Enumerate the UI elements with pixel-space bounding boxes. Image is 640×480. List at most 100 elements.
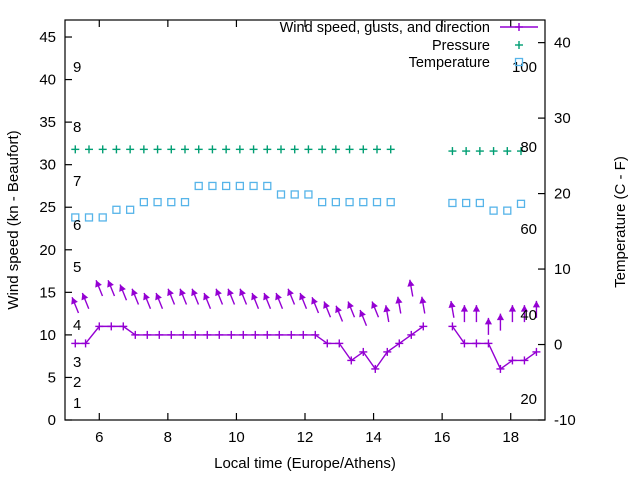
wind-speed-point <box>275 330 284 339</box>
wind-direction-arrow <box>520 305 529 323</box>
temperature-point <box>71 213 80 222</box>
wind-direction-arrow <box>287 288 296 305</box>
temperature-point <box>503 206 512 215</box>
wind-direction-arrow <box>484 317 493 335</box>
temperature-point <box>235 181 245 191</box>
wind-speed-point <box>508 356 517 365</box>
y-tick-label: 20 <box>39 242 56 259</box>
wind-speed-point <box>335 339 344 348</box>
wind-direction-arrow <box>383 305 391 323</box>
wind-speed-point <box>484 339 493 348</box>
wind-speed-point <box>239 330 248 339</box>
wind-speed-point <box>107 322 116 331</box>
wind-speed-point <box>167 330 176 339</box>
fahrenheit-label: 40 <box>520 307 537 324</box>
fahrenheit-label: 60 <box>520 221 537 238</box>
wind-direction-arrow <box>215 288 224 305</box>
temperature-point <box>208 181 217 191</box>
data-layer <box>71 145 541 373</box>
beaufort-label: 4 <box>73 317 81 334</box>
temperature-point <box>125 205 135 214</box>
beaufort-label: 9 <box>73 59 81 76</box>
wind-direction-arrow <box>179 288 188 305</box>
y-tick-label: 10 <box>39 327 56 344</box>
y-tick-label: 35 <box>39 114 56 131</box>
wind-direction-arrow <box>227 288 236 305</box>
pressure-point <box>290 145 299 154</box>
pressure-point <box>475 147 484 156</box>
wind-direction-arrow <box>167 288 176 305</box>
wind-direction-arrow <box>275 292 284 309</box>
pressure-point <box>331 145 340 154</box>
pressure-point <box>462 147 471 156</box>
y2-tick-label: 10 <box>554 261 571 278</box>
pressure-point <box>139 145 148 154</box>
wind-direction-arrow <box>323 301 332 318</box>
temperature-point <box>331 197 341 207</box>
wind-speed-point <box>143 330 152 339</box>
temperature-point <box>263 181 272 191</box>
beaufort-label: 5 <box>73 259 81 276</box>
wind-speed-point <box>311 330 320 339</box>
wind-direction-arrow <box>71 296 80 314</box>
pressure-point <box>489 147 498 156</box>
wind-speed-point <box>287 330 296 339</box>
wind-direction-arrow <box>460 305 469 323</box>
temperature-point <box>139 197 149 207</box>
temperature-point <box>516 199 526 208</box>
x-tick-label: 6 <box>95 429 103 446</box>
y-tick-label: 40 <box>39 72 56 89</box>
wind-direction-arrow <box>107 279 116 297</box>
temperature-point <box>180 197 190 207</box>
y-tick-label: 45 <box>39 29 56 46</box>
wind-direction-arrow <box>395 296 403 314</box>
pressure-point <box>235 145 244 154</box>
beaufort-label: 6 <box>73 217 81 234</box>
pressure-point <box>85 145 93 154</box>
temperature-point <box>98 213 107 222</box>
wind-direction-arrow <box>496 313 505 331</box>
y-tick-label: 25 <box>39 199 56 216</box>
legend-label-0: Wind speed, gusts, and direction <box>280 20 490 36</box>
legend-sample-pressure <box>515 41 523 49</box>
wind-direction-arrow <box>347 301 356 318</box>
y-tick-label: 0 <box>48 412 56 429</box>
y2-tick-label: 30 <box>554 110 571 127</box>
wind-speed-point <box>460 339 469 348</box>
pressure-point <box>304 145 313 154</box>
wind-speed-point <box>520 356 529 365</box>
wind-direction-arrow <box>239 288 248 305</box>
wind-direction-arrow <box>472 305 481 323</box>
temperature-point <box>276 190 286 199</box>
legend-sample-temperature <box>514 57 524 67</box>
wind-direction-arrow <box>263 292 272 309</box>
y-tick-label: 30 <box>39 157 56 174</box>
wind-direction-arrow <box>359 309 368 327</box>
wind-speed-point <box>371 364 380 373</box>
beaufort-label: 8 <box>73 119 81 136</box>
wind-speed-point <box>179 330 188 339</box>
temperature-point <box>221 181 231 191</box>
pressure-point <box>126 145 135 154</box>
wind-speed-point <box>251 330 260 339</box>
pressure-point <box>359 145 368 154</box>
pressure-point <box>181 145 189 154</box>
wind-speed-point <box>227 330 236 339</box>
axis-layer <box>64 19 546 421</box>
wind-speed-point <box>496 364 505 373</box>
y2-tick-label: -10 <box>554 412 576 429</box>
temperature-point <box>345 197 354 207</box>
pressure-point <box>98 145 107 154</box>
wind-speed-point <box>155 330 164 339</box>
wind-direction-arrow <box>311 296 320 314</box>
pressure-point <box>208 145 217 154</box>
beaufort-label: 2 <box>73 374 81 391</box>
pressure-point <box>386 145 395 154</box>
wind-speed-point <box>71 339 80 348</box>
y2-tick-label: 20 <box>554 186 571 203</box>
beaufort-label: 3 <box>73 354 81 371</box>
fahrenheit-label: 20 <box>520 391 537 408</box>
wind-direction-arrow <box>143 292 152 309</box>
